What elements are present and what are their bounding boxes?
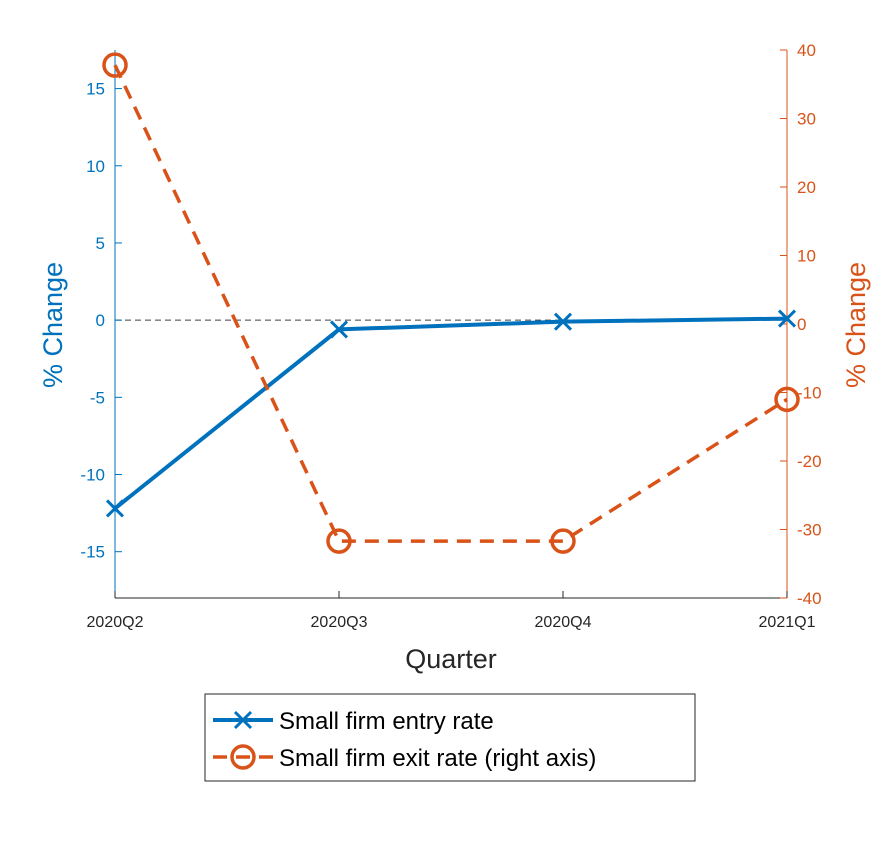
series-line-entry-rate: [113, 316, 788, 511]
x-tick-label: 2020Q2: [87, 614, 144, 631]
marker-x-stroke: [329, 320, 349, 339]
series-markers: [102, 52, 800, 554]
y-tick-label-right: 20: [797, 178, 816, 197]
y-tick-label-right: 30: [797, 110, 816, 129]
x-tick-label: 2020Q3: [311, 614, 368, 631]
data-point-exit-rate: [774, 386, 800, 413]
data-point-exit-rate: [102, 52, 128, 78]
marker-x-stroke: [105, 499, 125, 518]
y-tick-label-left: -10: [80, 466, 105, 485]
legend: Small firm entry rate Small firm exit rat…: [204, 693, 696, 782]
marker-x-stroke: [233, 710, 253, 730]
y-tick-label-right: -30: [797, 521, 822, 540]
series-line-exit-rate: [113, 64, 788, 543]
y-tick-label-right: -40: [797, 589, 822, 608]
legend-marker-exit-rate: [230, 744, 256, 770]
legend-marker-entry-rate: [233, 710, 253, 730]
y-tick-label-left: -15: [80, 543, 105, 562]
data-point-entry-rate: [329, 320, 349, 339]
x-axis-label: Quarter: [405, 644, 497, 674]
y-tick-label-left: 0: [96, 311, 105, 330]
x-tick-label: 2021Q1: [759, 614, 816, 631]
y-tick-label-right: 0: [797, 315, 806, 334]
y-tick-label-left: 10: [86, 157, 105, 176]
x-tick-label: 2020Q4: [535, 614, 592, 631]
y-tick-label-right: 40: [797, 41, 816, 60]
legend-box: [204, 693, 696, 782]
data-point-exit-rate: [326, 528, 352, 554]
tick-labels: -15 -10 -5 0 5 10 15 -40 -30 -20 -10 0 10 20 30 40 2020Q…: [80, 41, 821, 631]
y-tick-label-right: 10: [797, 247, 816, 266]
y-tick-label-left: 15: [86, 80, 105, 99]
data-point-entry-rate: [105, 499, 125, 518]
legend-label-entry-rate: Small firm entry rate: [279, 708, 494, 735]
marker-x-stroke: [777, 309, 797, 328]
y-tick-label-right: -20: [797, 452, 822, 471]
data-point-exit-rate: [550, 528, 576, 554]
y-tick-label-left: 5: [96, 234, 105, 253]
y-axis-label-right: % Change: [841, 262, 871, 388]
data-point-entry-rate: [553, 312, 573, 331]
y-tick-label-right: -10: [797, 384, 822, 403]
data-point-entry-rate: [777, 309, 797, 328]
y-axis-label-left: % Change: [38, 262, 68, 388]
legend-label-exit-rate: Small firm exit rate (right axis): [279, 745, 596, 772]
marker-x-stroke: [553, 312, 573, 331]
y-tick-label-left: -5: [90, 388, 105, 407]
series-lines: [113, 64, 788, 543]
